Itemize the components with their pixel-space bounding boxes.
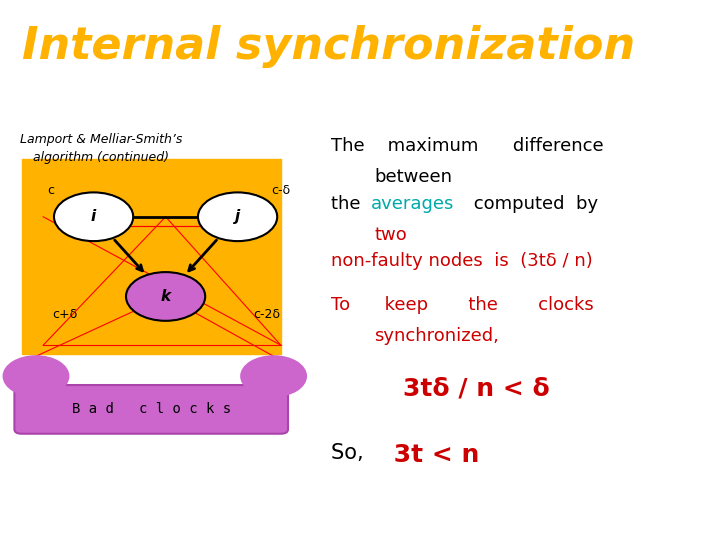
Text: i: i: [91, 210, 96, 224]
Text: two: two: [374, 226, 407, 244]
Circle shape: [198, 192, 277, 241]
Circle shape: [54, 192, 133, 241]
Text: between: between: [374, 168, 452, 186]
Text: c+δ: c+δ: [52, 308, 78, 321]
Text: B a d   c l o c k s: B a d c l o c k s: [71, 402, 231, 416]
Text: c-2δ: c-2δ: [253, 308, 280, 321]
Circle shape: [4, 356, 68, 396]
Text: j: j: [235, 210, 240, 224]
Circle shape: [241, 356, 306, 396]
Text: So,: So,: [331, 443, 377, 463]
Text: c: c: [47, 184, 54, 197]
FancyBboxPatch shape: [22, 159, 281, 354]
Text: 3tδ / n < δ: 3tδ / n < δ: [403, 376, 550, 400]
Text: k: k: [161, 289, 171, 304]
Text: The    maximum      difference: The maximum difference: [331, 137, 604, 155]
Text: Internal synchronization: Internal synchronization: [22, 25, 635, 68]
Text: synchronized,: synchronized,: [374, 327, 499, 346]
Text: c-δ: c-δ: [271, 184, 290, 197]
Circle shape: [126, 272, 205, 321]
Text: computed  by: computed by: [468, 194, 598, 213]
Text: To      keep       the       clocks: To keep the clocks: [331, 296, 594, 314]
Text: non-faulty nodes  is  (3tδ / n): non-faulty nodes is (3tδ / n): [331, 252, 593, 270]
Text: Lamport & Melliar-Smith’s
algorithm (continued): Lamport & Melliar-Smith’s algorithm (con…: [19, 133, 182, 164]
FancyBboxPatch shape: [14, 385, 288, 434]
Text: the: the: [331, 194, 366, 213]
Text: averages: averages: [371, 194, 454, 213]
Text: 3t < n: 3t < n: [385, 443, 480, 467]
